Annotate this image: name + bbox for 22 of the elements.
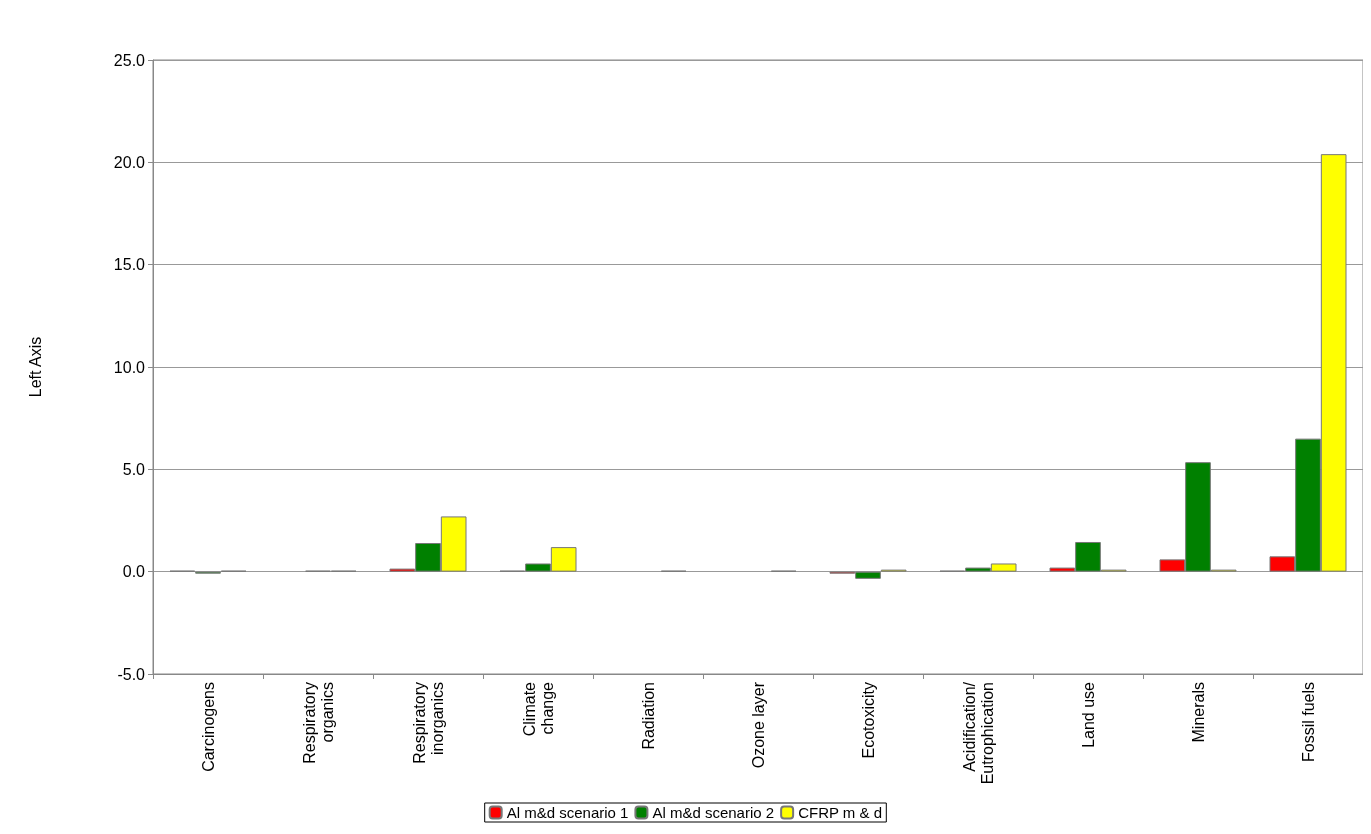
y-tick-label: 5.0 xyxy=(122,460,146,478)
y-axis-title: Left Axis xyxy=(26,336,44,398)
y-tick-label: 10.0 xyxy=(113,358,146,376)
x-tick-label: Climate change xyxy=(520,681,556,737)
x-tick-label: Minerals xyxy=(1189,682,1207,743)
y-tick-label: 20.0 xyxy=(113,153,146,171)
x-tick-label: Respiratory inorganics xyxy=(410,682,446,764)
x-tick-label: Carcinogens xyxy=(199,682,217,772)
y-tick-label: 25.0 xyxy=(113,51,146,69)
y-tick-label: 15.0 xyxy=(113,256,146,274)
x-tick-label: Respiratory organics xyxy=(300,682,336,764)
y-tick-label: 0.0 xyxy=(122,563,146,581)
legend-label: Al m&d scenario 1 xyxy=(506,804,629,821)
x-tick-label: Ozone layer xyxy=(749,681,767,769)
x-tick-label: Acidification/ Eutrophication xyxy=(960,681,996,785)
x-tick-label: Ecotoxicity xyxy=(859,682,877,759)
x-tick-label: Fossil fuels xyxy=(1299,682,1317,763)
y-tick-label: -5.0 xyxy=(117,665,146,683)
x-tick-label: Radiation xyxy=(639,682,657,750)
x-tick-label: Land use xyxy=(1079,681,1097,748)
legend-label: Al m&d scenario 2 xyxy=(652,804,775,821)
legend-label: CFRP m & d xyxy=(798,804,883,821)
